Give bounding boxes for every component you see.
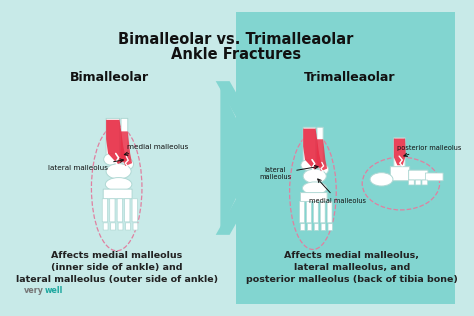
Text: lateral
malleolus: lateral malleolus xyxy=(259,166,318,180)
FancyBboxPatch shape xyxy=(103,223,108,230)
Text: (inner side of ankle) and: (inner side of ankle) and xyxy=(51,263,182,271)
FancyBboxPatch shape xyxy=(307,224,312,230)
Polygon shape xyxy=(220,86,255,230)
Bar xyxy=(236,12,456,304)
FancyBboxPatch shape xyxy=(110,223,116,230)
Text: Trimalleaolar: Trimalleaolar xyxy=(304,71,396,84)
Bar xyxy=(17,12,236,304)
FancyBboxPatch shape xyxy=(117,199,122,222)
FancyBboxPatch shape xyxy=(320,202,325,223)
Ellipse shape xyxy=(302,182,327,194)
Text: lateral malleolus, and: lateral malleolus, and xyxy=(294,263,410,271)
Ellipse shape xyxy=(106,164,131,179)
FancyBboxPatch shape xyxy=(415,180,421,185)
FancyBboxPatch shape xyxy=(301,192,327,202)
Text: medial malleolus: medial malleolus xyxy=(309,179,366,204)
FancyBboxPatch shape xyxy=(133,223,138,230)
FancyBboxPatch shape xyxy=(409,170,428,180)
Polygon shape xyxy=(317,139,327,171)
Ellipse shape xyxy=(301,160,314,170)
FancyBboxPatch shape xyxy=(327,202,332,223)
Ellipse shape xyxy=(303,169,326,183)
FancyBboxPatch shape xyxy=(409,180,414,185)
FancyBboxPatch shape xyxy=(422,180,428,185)
Polygon shape xyxy=(394,138,406,165)
Text: lateral malleolus (outer side of ankle): lateral malleolus (outer side of ankle) xyxy=(16,275,218,284)
FancyBboxPatch shape xyxy=(126,223,130,230)
FancyBboxPatch shape xyxy=(394,138,405,168)
Text: Affects medial malleolus: Affects medial malleolus xyxy=(51,251,182,259)
Polygon shape xyxy=(303,129,322,169)
Polygon shape xyxy=(106,120,126,164)
Ellipse shape xyxy=(123,159,134,169)
FancyBboxPatch shape xyxy=(118,223,123,230)
FancyBboxPatch shape xyxy=(109,199,115,222)
FancyBboxPatch shape xyxy=(106,118,119,159)
Text: Bimalleolar: Bimalleolar xyxy=(70,71,149,84)
FancyBboxPatch shape xyxy=(103,189,132,199)
Text: well: well xyxy=(45,286,63,295)
Text: posterior malleolus: posterior malleolus xyxy=(397,145,461,156)
Ellipse shape xyxy=(370,173,393,186)
Text: Affects medial malleolus,: Affects medial malleolus, xyxy=(284,251,419,259)
FancyBboxPatch shape xyxy=(313,202,318,223)
Text: lateral malleolus: lateral malleolus xyxy=(48,159,123,171)
FancyBboxPatch shape xyxy=(132,199,137,222)
FancyBboxPatch shape xyxy=(390,167,410,181)
FancyBboxPatch shape xyxy=(426,173,443,181)
FancyBboxPatch shape xyxy=(300,202,304,223)
Text: medial malleolus: medial malleolus xyxy=(124,144,188,155)
FancyBboxPatch shape xyxy=(328,224,332,230)
Text: posterior malleolus (back of tibia bone): posterior malleolus (back of tibia bone) xyxy=(246,275,458,284)
Text: Bimalleolar vs. Trimalleaolar: Bimalleolar vs. Trimalleaolar xyxy=(118,32,354,47)
FancyBboxPatch shape xyxy=(125,199,130,222)
Polygon shape xyxy=(120,131,132,166)
FancyBboxPatch shape xyxy=(314,224,319,230)
Ellipse shape xyxy=(319,165,328,174)
Ellipse shape xyxy=(104,154,118,165)
FancyBboxPatch shape xyxy=(317,127,323,163)
FancyBboxPatch shape xyxy=(307,202,311,223)
FancyBboxPatch shape xyxy=(321,224,326,230)
Polygon shape xyxy=(236,86,271,230)
FancyBboxPatch shape xyxy=(301,224,305,230)
FancyBboxPatch shape xyxy=(121,118,128,157)
Text: Ankle Fractures: Ankle Fractures xyxy=(171,47,301,62)
Polygon shape xyxy=(216,81,273,235)
Ellipse shape xyxy=(105,178,132,191)
FancyBboxPatch shape xyxy=(303,127,316,165)
FancyBboxPatch shape xyxy=(102,199,108,222)
Text: very: very xyxy=(24,286,44,295)
